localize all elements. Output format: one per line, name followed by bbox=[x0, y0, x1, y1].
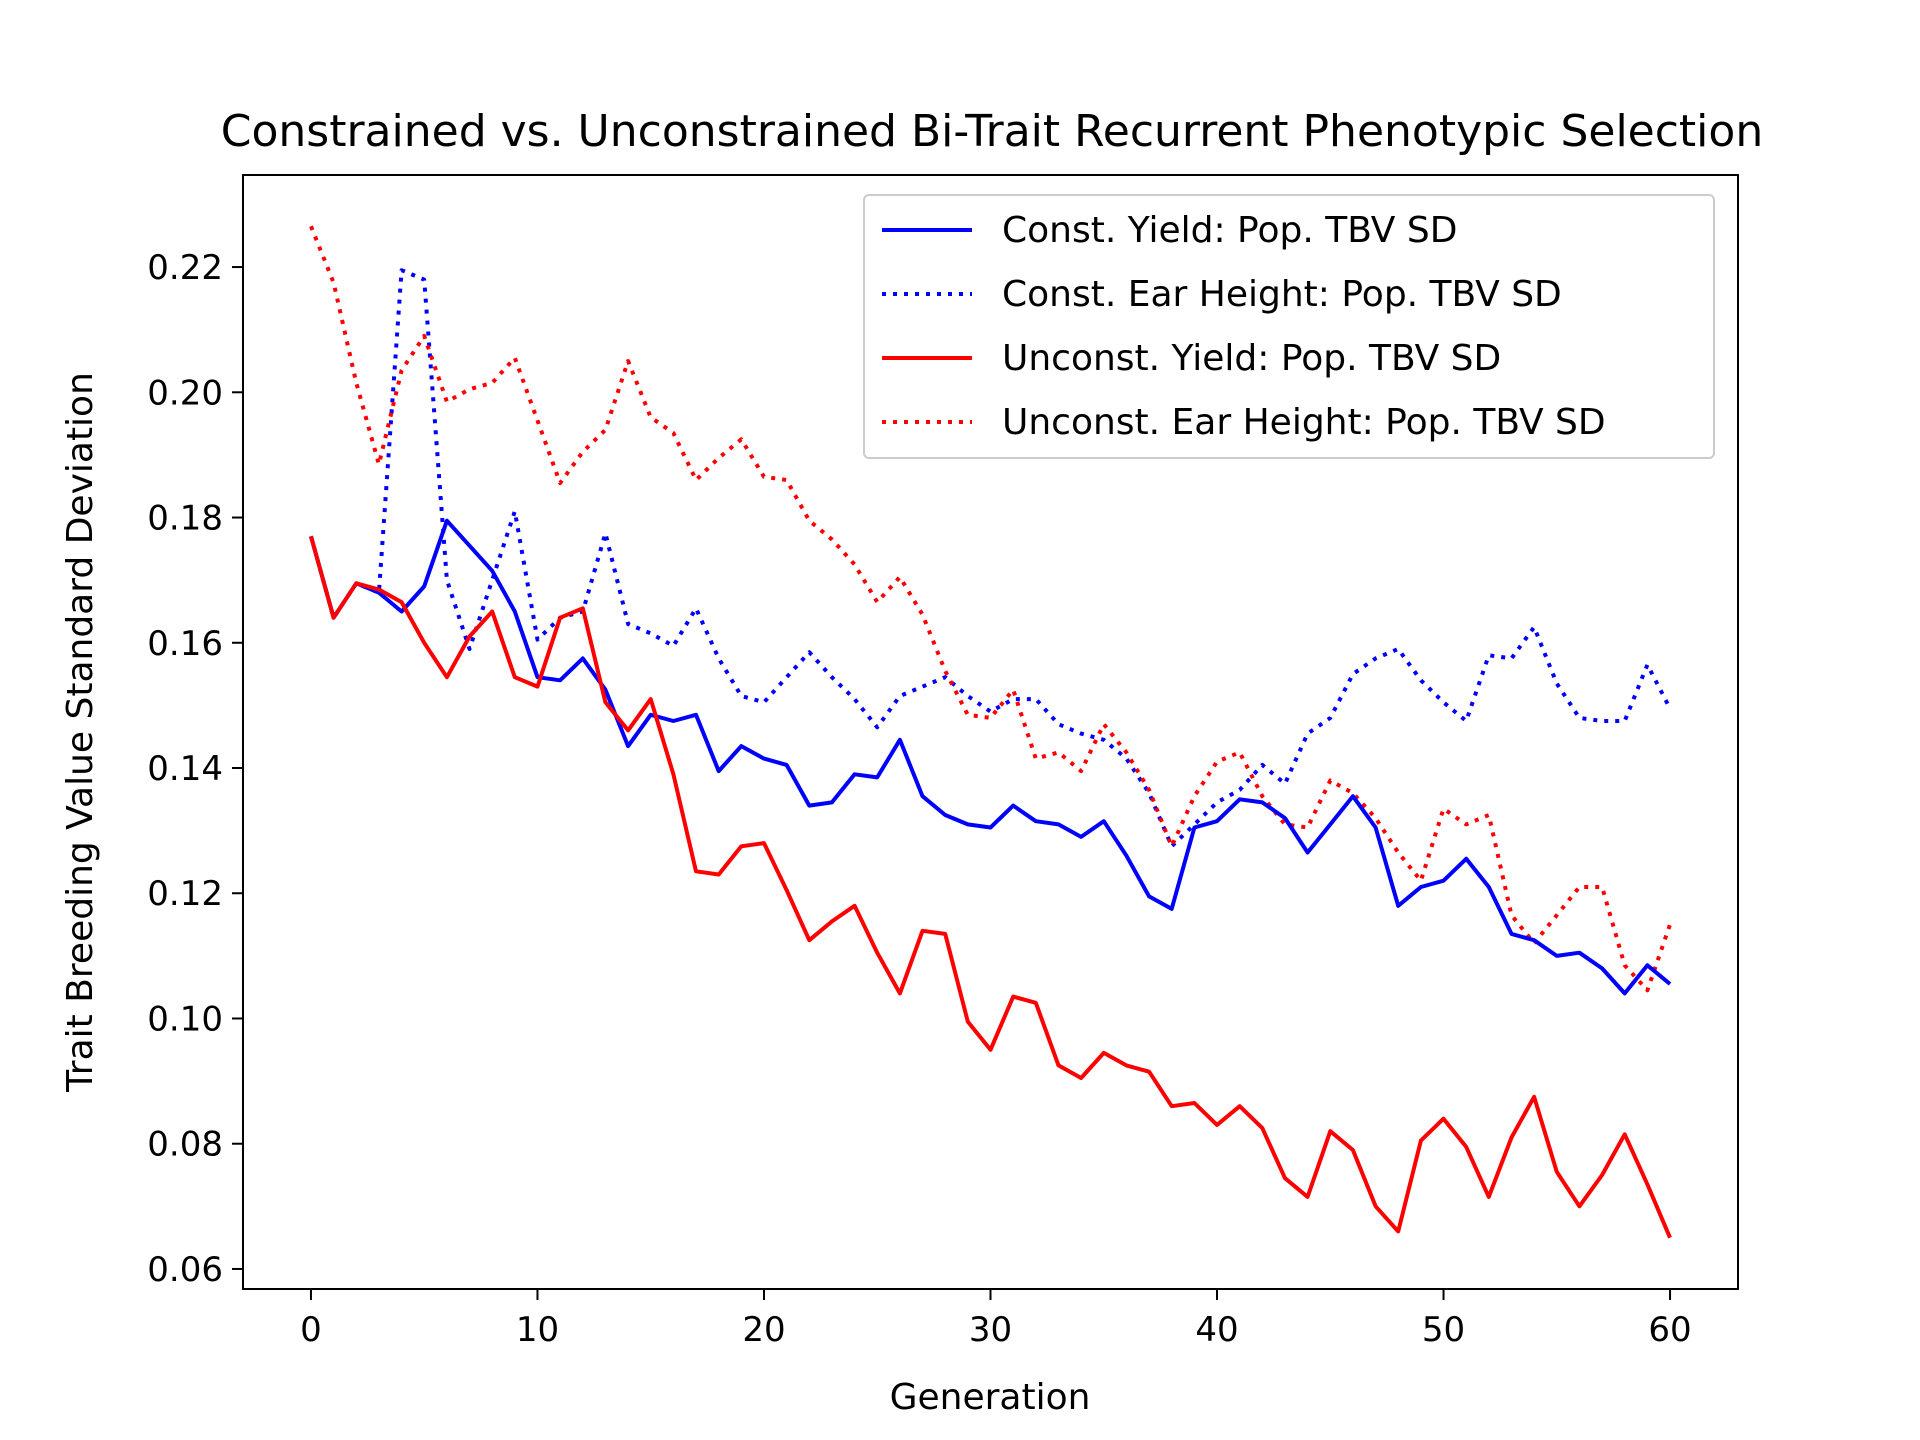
y-tick-label: 0.10 bbox=[147, 999, 223, 1039]
x-tick-label: 0 bbox=[300, 1310, 322, 1350]
chart-title: Constrained vs. Unconstrained Bi-Trait R… bbox=[221, 106, 1763, 157]
legend: Const. Yield: Pop. TBV SD Const. Ear Heig… bbox=[863, 194, 1715, 459]
legend-label: Const. Ear Height: Pop. TBV SD bbox=[1002, 274, 1562, 315]
series-line-unconst-ear-height-pop-tbv-sd bbox=[309, 225, 1672, 993]
x-tick-label: 40 bbox=[1195, 1310, 1238, 1350]
y-tick-label: 0.18 bbox=[147, 499, 223, 539]
x-tick-label: 10 bbox=[516, 1310, 559, 1350]
y-tick-label: 0.22 bbox=[147, 248, 223, 288]
y-tick-label: 0.20 bbox=[147, 373, 223, 413]
legend-label: Const. Yield: Pop. TBV SD bbox=[1002, 210, 1457, 251]
plot-series bbox=[309, 225, 1672, 1239]
y-axis-label: Trait Breeding Value Standard Deviation bbox=[60, 372, 101, 1093]
legend-label: Unconst. Ear Height: Pop. TBV SD bbox=[1002, 402, 1606, 443]
legend-label: Unconst. Yield: Pop. TBV SD bbox=[1002, 338, 1501, 379]
series-line-const-ear-height-pop-tbv-sd bbox=[309, 268, 1672, 849]
series-line-unconst-yield-pop-tbv-sd bbox=[309, 535, 1672, 1239]
y-tick-label: 0.08 bbox=[147, 1125, 223, 1165]
x-tick-label: 60 bbox=[1648, 1310, 1691, 1350]
x-tick-label: 20 bbox=[742, 1310, 785, 1350]
y-tick-label: 0.06 bbox=[147, 1250, 223, 1290]
y-axis: 0.06 0.08 0.10 0.12 0.14 0.16 0.18 0.20 0.22 bbox=[147, 248, 243, 1290]
x-axis-label: Generation bbox=[890, 1377, 1091, 1418]
legend-box bbox=[863, 194, 1715, 459]
y-tick-label: 0.16 bbox=[147, 624, 223, 664]
x-tick-label: 30 bbox=[969, 1310, 1012, 1350]
x-axis: 0 10 20 30 40 50 60 bbox=[300, 1289, 1692, 1350]
plot-frame bbox=[242, 174, 1739, 1290]
y-tick-label: 0.14 bbox=[147, 749, 223, 789]
y-tick-label: 0.12 bbox=[147, 874, 223, 914]
series-line-const-yield-pop-tbv-sd bbox=[309, 518, 1672, 996]
x-tick-label: 50 bbox=[1422, 1310, 1465, 1350]
